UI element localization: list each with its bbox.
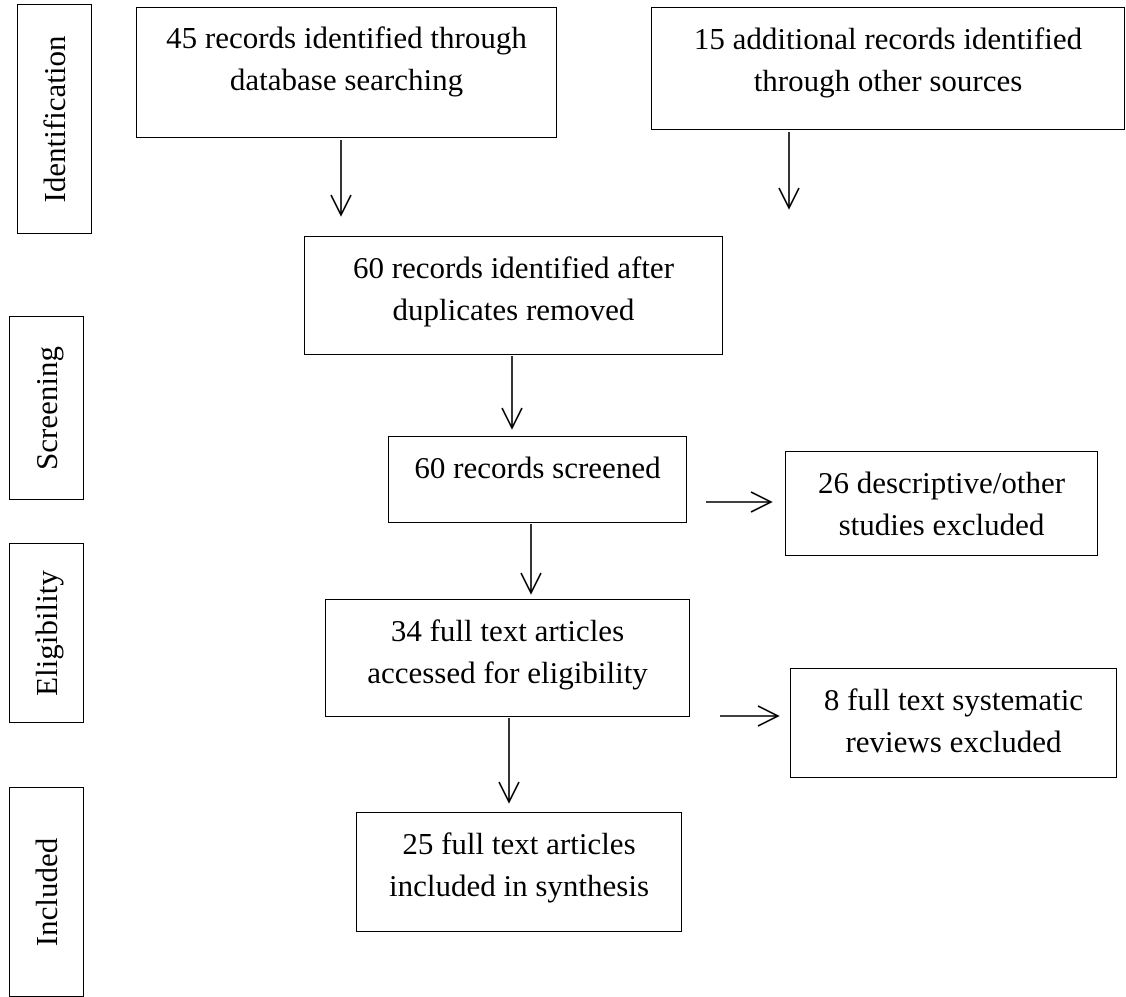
box-other-sources-line-2: through other sources [753, 63, 1023, 98]
box-after-duplicates: 60 records identified after duplicates r… [304, 236, 723, 355]
box-excluded-descriptive-line-1: 26 descriptive/other [817, 465, 1066, 500]
arrow-full-text-to-included [498, 718, 520, 804]
box-excluded-descriptive-line-2: studies excluded [838, 507, 1045, 542]
arrow-full-text-to-excluded [720, 705, 780, 727]
box-screened: 60 records screened [388, 436, 687, 523]
box-included-synthesis-line-1: 25 full text articles [402, 826, 636, 861]
box-excluded-reviews-line-2: reviews excluded [845, 724, 1062, 759]
stage-screening: Screening [9, 316, 84, 500]
arrow-screened-to-excluded [706, 491, 773, 513]
stage-identification: Identification [17, 4, 92, 234]
box-excluded-reviews: 8 full text systematic reviews excluded [790, 668, 1117, 778]
box-database-records: 45 records identified through database s… [136, 7, 557, 138]
box-excluded-descriptive: 26 descriptive/other studies excluded [785, 451, 1098, 556]
arrow-screened-to-full-text [520, 524, 542, 595]
box-full-text-assessed-line-1: 34 full text articles [390, 613, 625, 648]
box-after-duplicates-line-1: 60 records identified after [352, 250, 675, 285]
box-full-text-assessed-line-2: accessed for eligibility [367, 655, 648, 690]
box-excluded-reviews-line-1: 8 full text systematic [823, 682, 1084, 717]
stage-eligibility: Eligibility [9, 543, 84, 723]
box-screened-line-1: 60 records screened [414, 450, 661, 485]
box-other-sources-line-1: 15 additional records identified [693, 21, 1083, 56]
stage-included: Included [9, 787, 84, 997]
box-database-records-line-2: database searching [229, 62, 464, 97]
box-full-text-assessed: 34 full text articles accessed for eligi… [325, 599, 690, 717]
arrow-duplicates-to-screened [501, 356, 523, 430]
arrow-other-to-duplicates [778, 132, 800, 210]
box-other-sources: 15 additional records identified through… [651, 7, 1125, 130]
box-after-duplicates-line-2: duplicates removed [392, 292, 635, 327]
arrow-database-to-duplicates [330, 140, 352, 217]
box-included-synthesis: 25 full text articles included in synthe… [356, 812, 682, 932]
box-included-synthesis-line-2: included in synthesis [388, 868, 650, 903]
box-database-records-line-1: 45 records identified through [166, 20, 527, 55]
